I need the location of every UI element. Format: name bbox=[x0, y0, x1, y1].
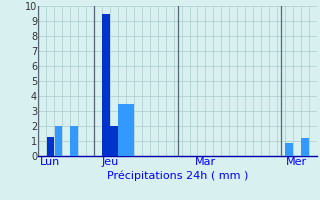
Bar bbox=[301, 138, 309, 156]
Bar bbox=[118, 104, 126, 156]
Bar bbox=[102, 14, 110, 156]
Bar bbox=[110, 126, 118, 156]
Bar bbox=[126, 104, 134, 156]
Bar bbox=[317, 141, 320, 156]
Bar bbox=[54, 126, 62, 156]
Bar bbox=[285, 142, 293, 156]
Bar bbox=[46, 137, 54, 156]
X-axis label: Précipitations 24h ( mm ): Précipitations 24h ( mm ) bbox=[107, 170, 248, 181]
Bar bbox=[70, 126, 78, 156]
